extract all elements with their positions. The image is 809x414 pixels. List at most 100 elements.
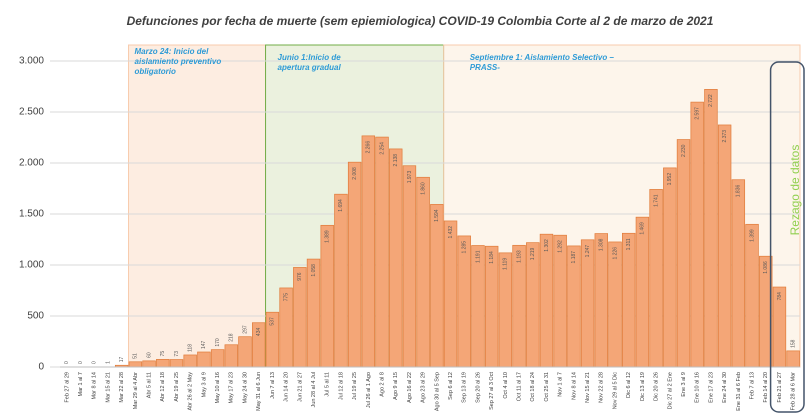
y-tick-label: 1.500	[19, 209, 44, 220]
data-label: 1.302	[544, 239, 550, 252]
x-tick-label: Feb 27 al 29	[64, 372, 70, 403]
x-tick-label: Jun 7 al 13	[270, 372, 276, 399]
data-label: 0	[92, 361, 98, 364]
x-tick-label: Dic 13 al 19	[640, 372, 646, 401]
x-tick-label: Mar 22 al 28	[119, 372, 125, 403]
x-tick-label: May 31 al 6 Jun	[256, 372, 262, 411]
x-tick-label: Sep 6 al 12	[448, 372, 454, 400]
data-label: 218	[229, 333, 235, 342]
data-label: 1.389	[325, 230, 331, 243]
data-label: 60	[146, 352, 152, 358]
x-tick-label: Jul 12 al 18	[338, 372, 344, 400]
bar	[389, 148, 403, 368]
x-tick-label: Ago 9 al 15	[393, 372, 399, 400]
x-tick-label: Ene 31 al 6 Feb	[736, 372, 742, 411]
x-tick-label: May 3 al 9	[201, 372, 207, 397]
bar	[526, 242, 540, 368]
bar	[430, 204, 444, 368]
bar	[210, 349, 225, 368]
bar	[238, 336, 252, 368]
bar	[375, 136, 389, 368]
x-tick-label: Dic 20 al 26	[654, 372, 660, 401]
bar	[663, 167, 677, 368]
data-label: 2.008	[352, 167, 358, 180]
data-label: 1	[105, 361, 111, 364]
data-label: 2.254	[379, 142, 385, 155]
x-tick-label: Nov 8 al 14	[571, 372, 577, 400]
x-tick-label: Jun 21 al 27	[297, 372, 303, 402]
data-label: 0	[78, 361, 84, 364]
data-label: 1.219	[530, 247, 536, 260]
data-label: 0	[64, 361, 70, 364]
data-label: 118	[188, 344, 194, 352]
x-tick-label: Mar 29 al 4 Abr	[133, 372, 139, 409]
bar	[361, 135, 376, 368]
x-tick-label: Sep 13 al 19	[462, 372, 468, 403]
y-tick-label: 2.000	[19, 158, 44, 169]
bar	[197, 351, 211, 368]
data-label: 2.266	[366, 141, 372, 154]
data-label: 1.187	[571, 251, 577, 264]
bar	[183, 354, 197, 368]
highlight-box	[769, 61, 805, 413]
bar	[457, 235, 471, 368]
bar	[608, 241, 622, 368]
x-tick-label: Oct 25 al 31	[544, 372, 550, 402]
data-label: 1.285	[462, 241, 468, 254]
data-label: 976	[297, 272, 303, 281]
bar	[334, 193, 348, 368]
data-label: 1.399	[749, 229, 755, 242]
bar	[553, 234, 567, 368]
data-label: 1.973	[407, 171, 413, 184]
x-tick-label: Mar 8 al 14	[92, 372, 98, 400]
x-tick-label: Jun 14 al 20	[284, 372, 290, 402]
bar	[676, 139, 691, 368]
x-tick-label: Feb 14 al 20	[763, 372, 769, 403]
x-tick-label: Nov 1 al 7	[558, 372, 564, 397]
bar	[156, 359, 170, 368]
data-label: 1.836	[736, 185, 742, 198]
chart-title: Defunciones por fecha de muerte (sem epi…	[127, 14, 714, 28]
bar	[731, 179, 746, 368]
data-label: 1.432	[448, 226, 454, 239]
data-label: 2.597	[695, 107, 701, 120]
data-label: 2.722	[708, 94, 714, 107]
x-tick-label: Jul 26 al 1 Ago	[366, 372, 372, 408]
data-label: 2.230	[681, 144, 687, 157]
y-tick-label: 3.000	[19, 56, 44, 67]
data-label: 75	[160, 351, 166, 357]
x-tick-label: Ago 2 al 8	[379, 372, 385, 397]
data-label: 1.058	[311, 264, 317, 277]
x-tick-label: May 24 al 30	[242, 372, 248, 404]
data-label: 2.138	[393, 154, 399, 167]
data-label: 1.193	[516, 250, 522, 263]
bar	[704, 89, 718, 368]
bar	[690, 101, 704, 368]
data-label: 297	[242, 325, 248, 334]
bar	[293, 267, 307, 368]
bar	[128, 361, 143, 368]
x-tick-label: May 17 al 23	[229, 372, 235, 404]
data-label: 537	[270, 317, 276, 326]
annotation: Marzo 24: Inicio del aislamiento preventi…	[135, 47, 222, 76]
data-label: 1.247	[585, 245, 591, 258]
x-tick-label: Abr 5 al 11	[147, 372, 153, 398]
y-tick-label: 2.500	[19, 107, 44, 118]
x-tick-label: Feb 28 al 6 Mar	[791, 372, 797, 411]
x-tick-label: Ene 24 al 30	[722, 372, 728, 403]
x-tick-label: Ago 30 al 5 Sep	[434, 372, 440, 411]
data-label: 147	[201, 340, 207, 349]
bar	[649, 189, 663, 368]
x-tick-label: Abr 26 al 2 May	[188, 372, 194, 411]
x-tick-label: Nov 22 al 28	[599, 372, 605, 403]
data-label: 1.594	[434, 209, 440, 222]
data-label: 73	[174, 351, 180, 357]
data-label: 775	[283, 293, 289, 302]
x-tick-label: Feb 21 al 27	[777, 372, 783, 403]
x-tick-label: Ene 3 al 9	[681, 372, 687, 397]
data-label: 170	[215, 338, 221, 347]
data-label: 2.373	[722, 130, 728, 143]
x-tick-label: Nov 15 al 21	[585, 372, 591, 403]
x-tick-label: Oct 11 al 17	[517, 372, 523, 401]
